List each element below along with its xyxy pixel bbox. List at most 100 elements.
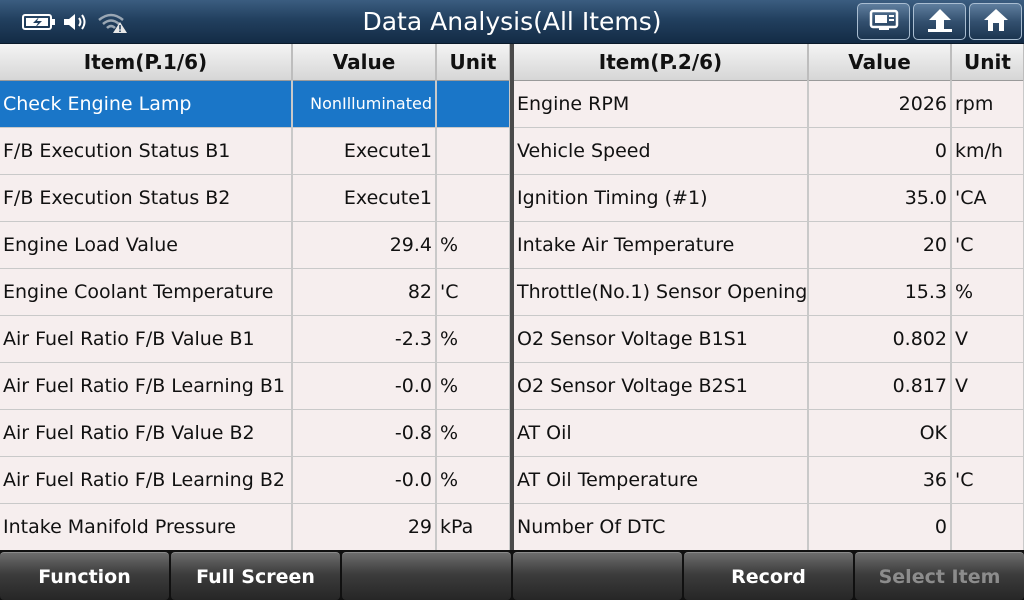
window-title: Data Analysis(All Items) [362,7,662,36]
value-cell: 0.817 [808,362,952,410]
value-cell: OK [808,409,952,457]
unit-column-header[interactable]: Unit [436,44,511,81]
table-row[interactable]: Throttle(No.1) Sensor Opening 15.3 % [514,268,1024,316]
panel-divider [510,44,514,550]
table-row[interactable]: Check Engine Lamp NonIlluminated [0,80,511,128]
item-cell: F/B Execution Status B2 [0,174,293,222]
item-cell: Intake Manifold Pressure [0,503,293,551]
nav-buttons [857,3,1022,40]
table-row[interactable]: Air Fuel Ratio F/B Learning B1 -0.0 % [0,362,511,410]
empty-toolbar-button-1[interactable] [342,552,511,600]
table-row[interactable]: Engine Coolant Temperature 82 'C [0,268,511,316]
unit-cell [951,503,1024,551]
item-cell: O2 Sensor Voltage B1S1 [514,315,809,363]
item-cell: F/B Execution Status B1 [0,127,293,175]
value-cell: Execute1 [292,174,437,222]
unit-cell: % [436,456,511,504]
table-row[interactable]: Intake Manifold Pressure 29 kPa [0,503,511,551]
unit-cell [436,80,511,128]
table-row[interactable]: Number Of DTC 0 [514,503,1024,551]
back-up-arrow-icon [925,7,955,37]
table-header-row: Item(P.2/6) Value Unit [514,44,1024,81]
unit-cell: 'C [951,456,1024,504]
bottom-toolbar: Function Full Screen Record Select Item [0,550,1024,600]
home-icon [982,7,1010,37]
table-row[interactable]: Air Fuel Ratio F/B Value B1 -2.3 % [0,315,511,363]
value-cell: 15.3 [808,268,952,316]
value-cell: -0.8 [292,409,437,457]
item-cell: Intake Air Temperature [514,221,809,269]
status-icons [22,7,128,37]
table-row[interactable]: F/B Execution Status B1 Execute1 [0,127,511,175]
right-data-table: Item(P.2/6) Value Unit Engine RPM 2026 r… [514,44,1024,551]
item-cell: Engine RPM [514,80,809,128]
item-column-header[interactable]: Item(P.1/6) [0,44,293,81]
value-column-header[interactable]: Value [808,44,952,81]
unit-cell [951,409,1024,457]
value-cell: 20 [808,221,952,269]
item-column-header[interactable]: Item(P.2/6) [514,44,809,81]
unit-cell: rpm [951,80,1024,128]
item-cell: Ignition Timing (#1) [514,174,809,222]
table-row[interactable]: AT Oil Temperature 36 'C [514,456,1024,504]
back-button[interactable] [913,3,966,40]
value-cell: -2.3 [292,315,437,363]
unit-cell [436,174,511,222]
value-cell: 29.4 [292,221,437,269]
value-cell: 0.802 [808,315,952,363]
unit-cell: % [436,362,511,410]
table-row[interactable]: Air Fuel Ratio F/B Learning B2 -0.0 % [0,456,511,504]
record-button[interactable]: Record [684,552,853,600]
function-button[interactable]: Function [0,552,169,600]
value-cell: 36 [808,456,952,504]
value-cell: Execute1 [292,127,437,175]
unit-cell: % [436,409,511,457]
unit-cell: km/h [951,127,1024,175]
value-cell: -0.0 [292,362,437,410]
display-icon [869,9,899,35]
value-cell: 2026 [808,80,952,128]
table-row[interactable]: AT Oil OK [514,409,1024,457]
value-cell: 0 [808,127,952,175]
value-cell: NonIlluminated [292,80,437,128]
unit-cell: V [951,315,1024,363]
wifi-warning-icon [96,10,128,34]
table-row[interactable]: Intake Air Temperature 20 'C [514,221,1024,269]
title-bar: Data Analysis(All Items) [0,0,1024,44]
unit-cell: % [951,268,1024,316]
unit-cell: 'C [951,221,1024,269]
table-row[interactable]: O2 Sensor Voltage B2S1 0.817 V [514,362,1024,410]
item-cell: Air Fuel Ratio F/B Learning B1 [0,362,293,410]
unit-cell: V [951,362,1024,410]
item-cell: Check Engine Lamp [0,80,293,128]
table-header-row: Item(P.1/6) Value Unit [0,44,511,81]
item-cell: Air Fuel Ratio F/B Learning B2 [0,456,293,504]
select-item-button[interactable]: Select Item [855,552,1024,600]
table-row[interactable]: O2 Sensor Voltage B1S1 0.802 V [514,315,1024,363]
item-cell: Engine Coolant Temperature [0,268,293,316]
table-row[interactable]: Air Fuel Ratio F/B Value B2 -0.8 % [0,409,511,457]
full-screen-button[interactable]: Full Screen [171,552,340,600]
item-cell: Air Fuel Ratio F/B Value B2 [0,409,293,457]
table-row[interactable]: Ignition Timing (#1) 35.0 'CA [514,174,1024,222]
table-row[interactable]: Vehicle Speed 0 km/h [514,127,1024,175]
unit-cell: % [436,221,511,269]
unit-column-header[interactable]: Unit [951,44,1024,81]
display-button[interactable] [857,3,910,40]
unit-cell: % [436,315,511,363]
value-cell: -0.0 [292,456,437,504]
home-button[interactable] [969,3,1022,40]
speaker-icon [62,11,90,33]
left-data-table: Item(P.1/6) Value Unit Check Engine Lamp… [0,44,511,551]
item-cell: Engine Load Value [0,221,293,269]
table-row[interactable]: Engine RPM 2026 rpm [514,80,1024,128]
table-row[interactable]: F/B Execution Status B2 Execute1 [0,174,511,222]
battery-charging-icon [22,13,56,31]
unit-cell [436,127,511,175]
item-cell: AT Oil Temperature [514,456,809,504]
value-column-header[interactable]: Value [292,44,437,81]
item-cell: AT Oil [514,409,809,457]
value-cell: 35.0 [808,174,952,222]
table-row[interactable]: Engine Load Value 29.4 % [0,221,511,269]
empty-toolbar-button-2[interactable] [513,552,682,600]
